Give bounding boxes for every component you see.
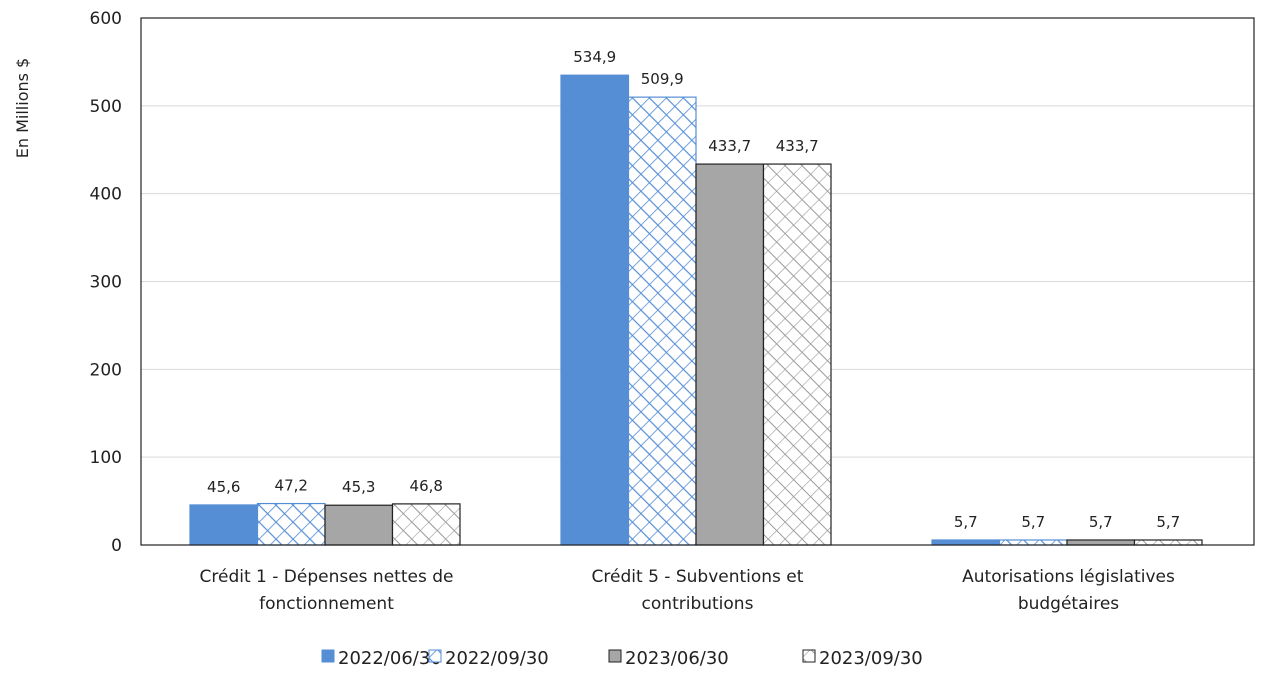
data-label: 5,7 bbox=[1021, 513, 1045, 531]
data-label: 45,6 bbox=[207, 478, 240, 496]
bar bbox=[762, 163, 832, 546]
data-label: 45,3 bbox=[342, 478, 375, 496]
y-tick-label: 100 bbox=[90, 448, 122, 468]
data-label: 433,7 bbox=[776, 137, 819, 155]
y-tick-label: 400 bbox=[90, 185, 122, 205]
x-tick-label: Crédit 1 - Dépenses nettes de bbox=[200, 567, 454, 587]
bar bbox=[998, 539, 1068, 546]
data-label: 5,7 bbox=[1089, 513, 1113, 531]
data-label: 5,7 bbox=[954, 513, 978, 531]
legend-swatch bbox=[321, 649, 335, 663]
data-label: 509,9 bbox=[641, 70, 684, 88]
x-tick-label: fonctionnement bbox=[259, 594, 394, 614]
data-label: 47,2 bbox=[275, 477, 308, 495]
data-label: 5,7 bbox=[1156, 513, 1180, 531]
legend-label: 2022/09/30 bbox=[445, 648, 549, 669]
y-tick-label: 600 bbox=[90, 9, 122, 29]
x-tick-label: budgétaires bbox=[1018, 594, 1119, 614]
data-label: 534,9 bbox=[573, 48, 616, 66]
bar bbox=[560, 74, 630, 546]
bar bbox=[391, 503, 461, 546]
data-label: 46,8 bbox=[410, 477, 443, 495]
y-tick-label: 200 bbox=[90, 360, 122, 380]
bar bbox=[189, 504, 259, 546]
bar bbox=[1133, 539, 1203, 546]
legend-label: 2022/06/30 bbox=[338, 648, 442, 669]
legend: 2022/06/30 2022/09/30 2023/06/30 2023/09/30 bbox=[321, 648, 923, 669]
legend-swatch bbox=[608, 649, 622, 663]
y-tick-label: 500 bbox=[90, 97, 122, 117]
data-label: 433,7 bbox=[708, 137, 751, 155]
legend-label: 2023/09/30 bbox=[819, 648, 923, 669]
bar bbox=[1066, 539, 1136, 546]
plot-border bbox=[140, 17, 1255, 546]
bar bbox=[627, 96, 697, 546]
bar bbox=[931, 539, 1001, 546]
y-tick-label: 0 bbox=[111, 536, 122, 556]
bar bbox=[256, 502, 326, 546]
legend-swatch bbox=[802, 649, 816, 663]
legend-label: 2023/06/30 bbox=[625, 648, 729, 669]
x-tick-label: Autorisations législatives bbox=[962, 567, 1175, 587]
bar bbox=[695, 163, 765, 546]
y-axis-title: En Millions $ bbox=[13, 58, 32, 158]
legend-swatch bbox=[428, 649, 442, 663]
x-tick-label: contributions bbox=[642, 594, 754, 614]
x-tick-label: Crédit 5 - Subventions et bbox=[592, 567, 804, 587]
y-tick-label: 300 bbox=[90, 273, 122, 293]
bar bbox=[324, 504, 394, 546]
